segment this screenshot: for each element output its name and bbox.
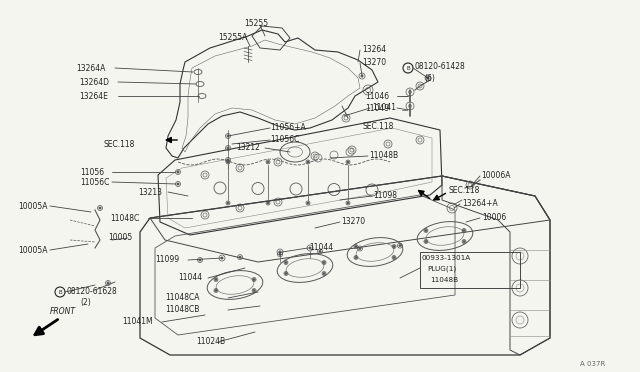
Circle shape: [307, 202, 309, 204]
Text: 11056: 11056: [80, 167, 104, 176]
Text: 11044: 11044: [178, 273, 202, 282]
Circle shape: [215, 278, 217, 281]
Circle shape: [221, 257, 223, 259]
Text: 11049: 11049: [365, 103, 389, 112]
Text: 11048C: 11048C: [110, 214, 140, 222]
Circle shape: [285, 272, 287, 275]
Text: 15255A: 15255A: [218, 32, 248, 42]
Circle shape: [323, 261, 325, 264]
Text: 13270: 13270: [362, 58, 386, 67]
Text: SEC.118: SEC.118: [103, 140, 134, 148]
Circle shape: [227, 135, 229, 137]
Text: SEC.118: SEC.118: [449, 186, 481, 195]
Text: 13212: 13212: [236, 142, 260, 151]
Text: 15255: 15255: [244, 19, 268, 28]
Text: 11024B: 11024B: [196, 337, 225, 346]
Text: 10005A: 10005A: [18, 246, 47, 254]
Circle shape: [177, 171, 179, 173]
Circle shape: [253, 278, 255, 281]
Text: B: B: [406, 65, 410, 71]
Text: (2): (2): [80, 298, 91, 307]
Circle shape: [347, 161, 349, 163]
Circle shape: [227, 147, 229, 149]
Circle shape: [393, 256, 396, 259]
Circle shape: [253, 289, 255, 292]
Circle shape: [215, 289, 217, 292]
Circle shape: [355, 256, 357, 259]
Circle shape: [399, 244, 401, 247]
Circle shape: [359, 247, 361, 250]
Text: 08120-61628: 08120-61628: [66, 288, 116, 296]
Text: B: B: [58, 289, 62, 295]
Text: 11098: 11098: [373, 190, 397, 199]
Circle shape: [227, 161, 229, 163]
Text: 11056C: 11056C: [80, 177, 109, 186]
Text: 10006A: 10006A: [481, 170, 511, 180]
Circle shape: [107, 282, 109, 284]
Circle shape: [177, 183, 179, 185]
Text: 13264+A: 13264+A: [462, 199, 498, 208]
Text: 11044: 11044: [309, 243, 333, 251]
Text: (6): (6): [424, 74, 435, 83]
Circle shape: [319, 250, 321, 253]
Text: 13264E: 13264E: [79, 92, 108, 100]
Circle shape: [199, 259, 201, 261]
Text: A 037R: A 037R: [580, 361, 605, 367]
Circle shape: [393, 245, 396, 248]
Text: 11041: 11041: [372, 103, 396, 112]
Text: 11056C: 11056C: [270, 135, 300, 144]
Text: 13213: 13213: [138, 187, 162, 196]
Circle shape: [99, 207, 101, 209]
Text: SEC.118: SEC.118: [363, 122, 394, 131]
Text: 13270: 13270: [341, 217, 365, 225]
Text: 13264D: 13264D: [79, 77, 109, 87]
Text: 11048B: 11048B: [430, 277, 458, 283]
Text: 13264: 13264: [362, 45, 386, 54]
Circle shape: [285, 261, 287, 264]
Text: 11046: 11046: [365, 92, 389, 100]
Text: 10005A: 10005A: [18, 202, 47, 211]
Circle shape: [307, 161, 309, 163]
Text: 11048B: 11048B: [369, 151, 398, 160]
Circle shape: [427, 77, 429, 79]
Text: FRONT: FRONT: [50, 308, 76, 317]
Text: 11099: 11099: [155, 256, 179, 264]
Text: 10005: 10005: [108, 232, 132, 241]
Circle shape: [463, 240, 465, 243]
Text: 08120-61428: 08120-61428: [415, 61, 466, 71]
Circle shape: [239, 256, 241, 258]
Circle shape: [425, 240, 427, 243]
Text: 11048CB: 11048CB: [165, 305, 200, 314]
Circle shape: [279, 253, 281, 256]
Text: 11041M: 11041M: [122, 317, 152, 327]
Text: 11056+A: 11056+A: [270, 122, 306, 131]
Text: 00933-1301A: 00933-1301A: [422, 255, 471, 261]
Text: PLUG(1): PLUG(1): [427, 266, 456, 272]
Text: 10006: 10006: [482, 212, 506, 221]
Circle shape: [308, 247, 311, 249]
Circle shape: [361, 75, 363, 77]
Circle shape: [279, 251, 281, 253]
Circle shape: [227, 202, 229, 204]
Circle shape: [355, 245, 357, 248]
Text: 13264A: 13264A: [76, 64, 106, 73]
Circle shape: [323, 272, 325, 275]
Circle shape: [227, 159, 229, 161]
Text: 11048CA: 11048CA: [165, 294, 200, 302]
Circle shape: [347, 202, 349, 204]
Circle shape: [425, 229, 427, 232]
Circle shape: [267, 161, 269, 163]
Circle shape: [463, 229, 465, 232]
Circle shape: [267, 202, 269, 204]
